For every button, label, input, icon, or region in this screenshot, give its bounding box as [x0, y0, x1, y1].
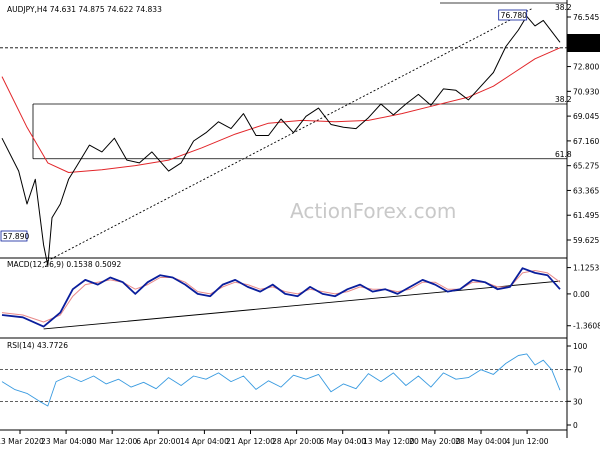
- time-tick-label: 13 Mar 2020: [0, 437, 44, 446]
- moving-average-line: [1, 47, 561, 173]
- rsi-tick-label: 100: [573, 342, 588, 351]
- rsi-tick-label: 70: [573, 366, 583, 375]
- price-tick-label: 67.160: [573, 137, 599, 146]
- price-tick-label: 76.545: [573, 13, 599, 22]
- price-tick-label: 65.275: [573, 162, 599, 171]
- macd-line: [1, 267, 561, 328]
- macd-tick-label: 0.00: [573, 290, 590, 299]
- fib-level-label: 38.2: [555, 95, 572, 104]
- price-tick-label: 69.045: [573, 112, 599, 121]
- rsi-tick-label: 0: [573, 421, 578, 430]
- macd-title: MACD(12,26,9) 0.1538 0.5092: [7, 260, 121, 269]
- rsi-tick-label: 30: [573, 397, 583, 406]
- macd-tick-label: 1.1253: [573, 264, 599, 273]
- support-price-label: 74.400: [570, 43, 596, 52]
- macd-signal-line: [1, 270, 561, 323]
- current-price-box: [567, 34, 600, 43]
- time-tick-label: 28 Apr 20:00: [272, 437, 321, 446]
- time-tick-label: 14 Apr 04:00: [180, 437, 229, 446]
- time-tick-label: 23 Mar 04:00: [41, 437, 91, 446]
- price-tick-label: 61.495: [573, 211, 599, 220]
- rsi-line: [1, 353, 561, 407]
- macd-trendline: [43, 280, 561, 330]
- time-tick-label: 28 May 04:00: [455, 437, 507, 446]
- rsi-title: RSI(14) 43.7726: [7, 341, 68, 350]
- fib-level-label: 61.8: [555, 150, 572, 159]
- instrument-header: AUDJPY,H4 74.631 74.875 74.622 74.833: [7, 5, 162, 14]
- watermark: ActionForex.com: [290, 199, 456, 223]
- time-tick-label: 6 May 04:00: [319, 437, 366, 446]
- fib-level-label: 38.2: [555, 3, 572, 12]
- price-tick-label: 63.365: [573, 186, 599, 195]
- price-line: [1, 15, 561, 267]
- low-label-box: [0, 230, 28, 242]
- high-label: 76.780: [501, 11, 527, 20]
- time-tick-label: 4 Jun 12:00: [506, 437, 549, 446]
- macd-tick-label: -1.3608: [573, 322, 600, 331]
- time-tick-label: 20 May 20:00: [409, 437, 461, 446]
- chart-marks: 76.54574.66072.80070.93069.04567.16065.2…: [0, 2, 600, 446]
- price-tick-label: 72.800: [573, 63, 599, 72]
- time-tick-label: 21 Apr 12:00: [226, 437, 275, 446]
- price-tick-label: 59.625: [573, 236, 599, 245]
- low-label: 57.890: [3, 232, 29, 241]
- time-tick-label: 6 Apr 20:00: [136, 437, 180, 446]
- time-tick-label: 30 Mar 12:00: [87, 437, 137, 446]
- current-price-label: 74.833: [570, 34, 596, 43]
- support-price-box: [567, 43, 600, 52]
- price-tick-label: 70.930: [573, 87, 599, 96]
- high-label-box: [498, 9, 528, 21]
- time-tick-label: 13 May 12:00: [363, 437, 415, 446]
